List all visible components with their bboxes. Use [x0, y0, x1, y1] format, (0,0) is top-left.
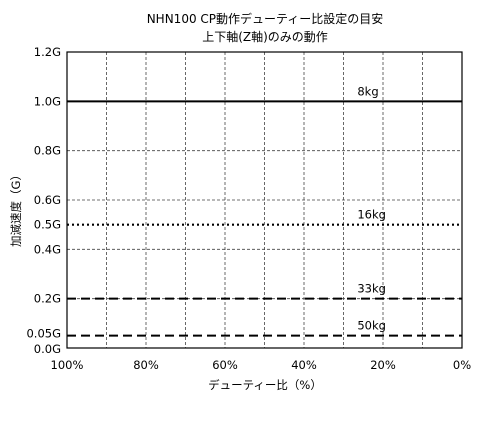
y-tick-label: 0.6G — [34, 193, 61, 207]
series-label-50kg: 50kg — [357, 319, 386, 333]
y-tick-label: 1.2G — [34, 45, 61, 59]
x-tick-labels: 100% 80% 60% 40% 20% 0% — [51, 358, 472, 372]
y-tick-label: 0.0G — [34, 342, 61, 356]
series-lines: 8kg 16kg 33kg 50kg — [67, 84, 462, 337]
series-label-33kg: 33kg — [357, 282, 386, 296]
x-tick-label: 20% — [370, 358, 396, 372]
x-axis-label: デューティー比（%） — [208, 378, 322, 392]
plot-frame — [66, 51, 463, 349]
chart-subtitle: 上下軸(Z軸)のみの動作 — [202, 30, 328, 44]
x-tick-label: 40% — [291, 358, 317, 372]
x-tick-label: 60% — [212, 358, 238, 372]
y-tick-label: 0.8G — [34, 144, 61, 158]
series-label-8kg: 8kg — [357, 84, 378, 98]
grid — [66, 51, 463, 349]
y-axis-label: 加減速度（G） — [9, 169, 23, 247]
y-tick-label: 0.4G — [34, 242, 61, 256]
x-tick-label: 0% — [453, 358, 471, 372]
y-tick-label: 0.05G — [26, 327, 61, 341]
x-tick-label: 80% — [133, 358, 159, 372]
y-tick-label: 0.2G — [34, 292, 61, 306]
series-label-16kg: 16kg — [357, 208, 386, 222]
chart-title: NHN100 CP動作デューティー比設定の目安 — [147, 11, 384, 26]
y-tick-label: 1.0G — [34, 94, 61, 108]
x-tick-label: 100% — [51, 358, 84, 372]
y-tick-label: 0.5G — [34, 218, 61, 232]
